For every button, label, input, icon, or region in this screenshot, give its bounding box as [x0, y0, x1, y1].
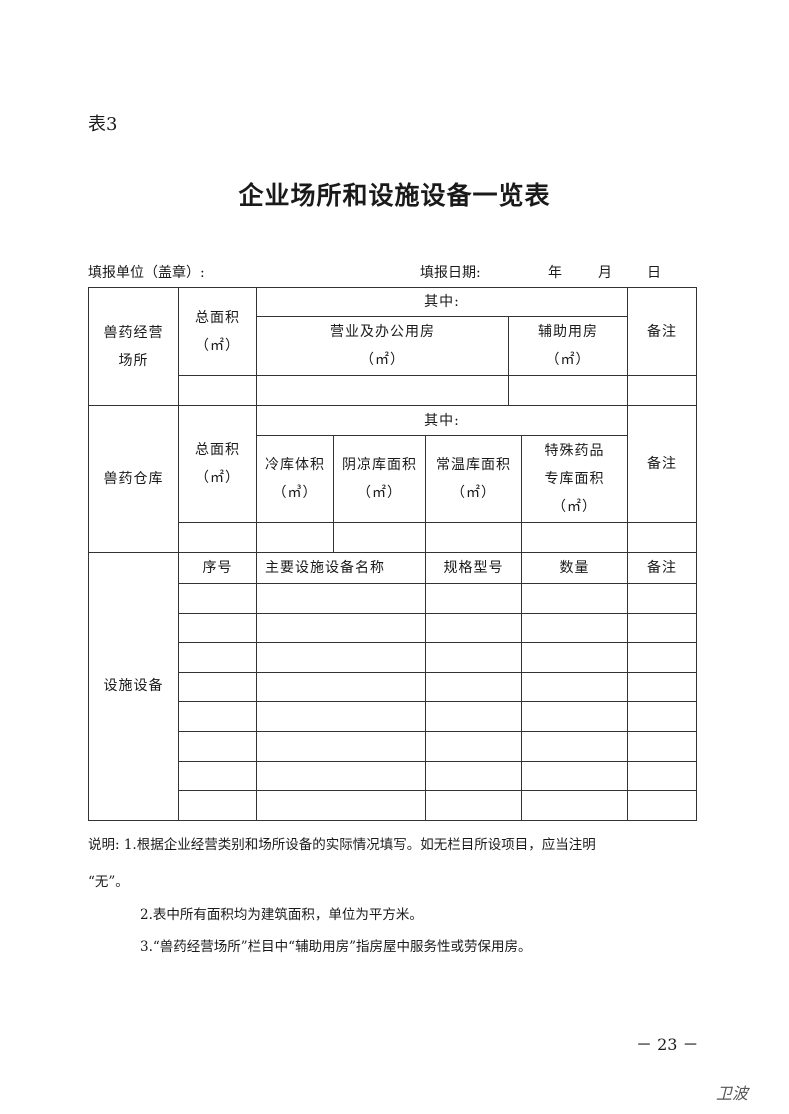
- quantity-cell[interactable]: [521, 701, 628, 732]
- cool-area-header: 阴凉库面积 （㎡）: [333, 435, 426, 523]
- serial-cell[interactable]: [178, 790, 257, 821]
- premises-total-area-header: 总面积 （㎡）: [178, 287, 257, 376]
- equipment-name-cell[interactable]: [256, 642, 426, 673]
- cool-area-cell[interactable]: [333, 522, 426, 553]
- premises-remark-cell[interactable]: [627, 375, 697, 406]
- remark-cell[interactable]: [627, 701, 697, 732]
- warehouse-total-area-cell[interactable]: [178, 522, 257, 553]
- spec-cell[interactable]: [425, 671, 522, 703]
- spec-cell[interactable]: [425, 760, 522, 792]
- col-quantity-header: 数量: [521, 552, 628, 584]
- spec-cell[interactable]: [425, 583, 522, 614]
- equipment-name-cell[interactable]: [256, 760, 426, 792]
- equipment-row: [89, 701, 697, 732]
- premises-total-area-cell[interactable]: [178, 375, 257, 406]
- warehouse-remark-header: 备注: [627, 405, 697, 523]
- equipment-row: [89, 642, 697, 673]
- quantity-cell[interactable]: [521, 790, 628, 821]
- remark-cell[interactable]: [627, 790, 697, 821]
- page-title: 企业场所和设施设备一览表: [238, 181, 551, 210]
- equipment-name-cell[interactable]: [256, 701, 426, 732]
- auxiliary-cell[interactable]: [508, 375, 628, 406]
- serial-cell[interactable]: [178, 760, 257, 792]
- business-office-header: 营业及办公用房 （㎡）: [256, 316, 509, 376]
- special-area-header: 特殊药品 专库面积 （㎡）: [521, 435, 628, 523]
- quantity-cell[interactable]: [521, 760, 628, 792]
- day-label: 日: [647, 265, 661, 281]
- equipment-row: [89, 760, 697, 792]
- warehouse-remark-cell[interactable]: [627, 522, 697, 553]
- auxiliary-header: 辅助用房 （㎡）: [508, 316, 628, 376]
- section-warehouse-label: 兽药仓库: [88, 405, 179, 553]
- remark-cell[interactable]: [627, 730, 697, 762]
- equipment-row: [89, 790, 697, 821]
- quantity-cell[interactable]: [521, 671, 628, 703]
- business-office-cell[interactable]: [256, 375, 509, 406]
- note-1-line-2: “无”。: [88, 874, 129, 890]
- section-premises-label: 兽药经营场所: [88, 287, 179, 406]
- serial-cell[interactable]: [178, 642, 257, 673]
- section-equipment-label: 设施设备: [88, 552, 179, 821]
- spec-cell[interactable]: [425, 790, 522, 821]
- col-equipment-name-header: 主要设施设备名称: [256, 552, 426, 584]
- spec-cell[interactable]: [425, 730, 522, 762]
- premises-equipment-table: 兽药经营场所 总面积 （㎡） 其中: 备注 营业及办公用房 （㎡） 辅助用房 （㎡） …: [88, 287, 697, 821]
- quantity-cell[interactable]: [521, 583, 628, 614]
- col-spec-header: 规格型号: [425, 552, 522, 584]
- col-remark-header: 备注: [627, 552, 697, 584]
- year-label: 年: [548, 265, 562, 281]
- equipment-row: [89, 730, 697, 762]
- spec-cell[interactable]: [425, 642, 522, 673]
- serial-cell[interactable]: [178, 671, 257, 703]
- equipment-name-cell[interactable]: [256, 583, 426, 614]
- reporting-unit-label: 填报单位（盖章）:: [88, 265, 205, 281]
- equipment-row: [89, 671, 697, 703]
- remark-cell[interactable]: [627, 760, 697, 792]
- serial-cell[interactable]: [178, 612, 257, 644]
- note-3: 3.“兽药经营场所”栏目中“辅助用房”指房屋中服务性或劳保用房。: [140, 939, 532, 955]
- serial-cell[interactable]: [178, 730, 257, 762]
- spec-cell[interactable]: [425, 612, 522, 644]
- reporting-date-label: 填报日期:: [420, 265, 481, 281]
- serial-cell[interactable]: [178, 583, 257, 614]
- equipment-name-cell[interactable]: [256, 671, 426, 703]
- special-area-cell[interactable]: [521, 522, 628, 553]
- remark-cell[interactable]: [627, 671, 697, 703]
- cold-volume-header: 冷库体积 （㎥）: [256, 435, 334, 523]
- note-2: 2.表中所有面积均为建筑面积，单位为平方米。: [140, 907, 423, 923]
- quantity-cell[interactable]: [521, 642, 628, 673]
- table-number: 表3: [88, 114, 118, 135]
- spec-cell[interactable]: [425, 701, 522, 732]
- equipment-name-cell[interactable]: [256, 612, 426, 644]
- warehouse-total-area-header: 总面积 （㎡）: [178, 405, 257, 523]
- handwritten-signature: 卫波: [716, 1084, 749, 1103]
- remark-cell[interactable]: [627, 642, 697, 673]
- month-label: 月: [598, 265, 612, 281]
- equipment-name-cell[interactable]: [256, 790, 426, 821]
- quantity-cell[interactable]: [521, 612, 628, 644]
- note-1-line-1: 说明: 1.根据企业经营类别和场所设备的实际情况填写。如无栏目所设项目，应当注明: [88, 837, 596, 853]
- serial-cell[interactable]: [178, 701, 257, 732]
- premises-remark-header: 备注: [627, 287, 697, 376]
- normal-area-header: 常温库面积 （㎡）: [425, 435, 522, 523]
- cold-volume-cell[interactable]: [256, 522, 334, 553]
- remark-cell[interactable]: [627, 583, 697, 614]
- equipment-name-cell[interactable]: [256, 730, 426, 762]
- premises-among-header: 其中:: [256, 287, 628, 317]
- normal-area-cell[interactable]: [425, 522, 522, 553]
- quantity-cell[interactable]: [521, 730, 628, 762]
- equipment-row: [89, 583, 697, 614]
- page-number: － 23 －: [636, 1035, 699, 1054]
- col-serial-header: 序号: [178, 552, 257, 584]
- remark-cell[interactable]: [627, 612, 697, 644]
- equipment-row: [89, 612, 697, 644]
- warehouse-among-header: 其中:: [256, 405, 628, 436]
